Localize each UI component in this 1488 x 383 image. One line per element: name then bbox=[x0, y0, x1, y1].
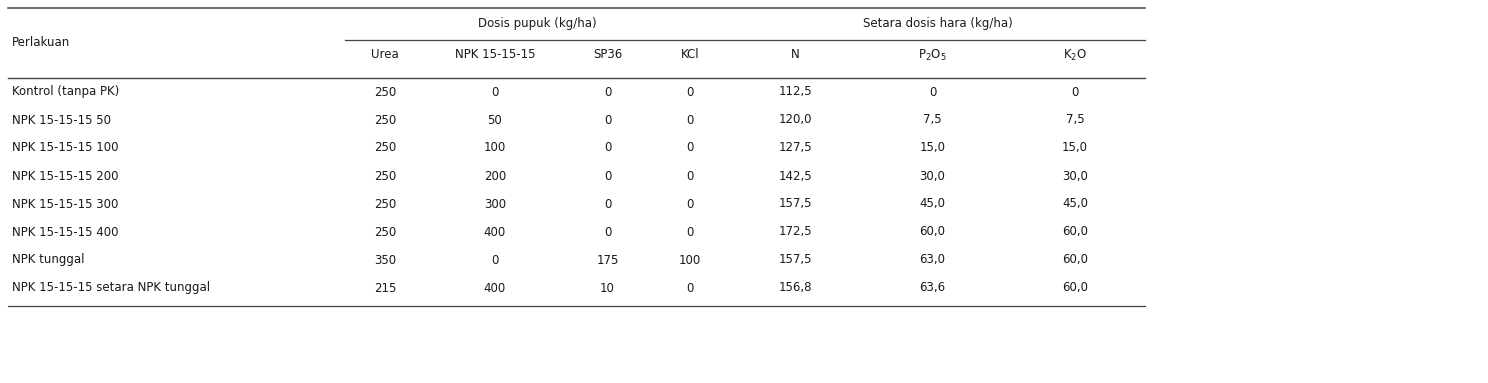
Text: 60,0: 60,0 bbox=[1062, 282, 1088, 295]
Text: Setara dosis hara (kg/ha): Setara dosis hara (kg/ha) bbox=[863, 18, 1012, 31]
Text: NPK 15-15-15 400: NPK 15-15-15 400 bbox=[12, 226, 119, 239]
Text: 10: 10 bbox=[600, 282, 615, 295]
Text: 250: 250 bbox=[373, 170, 396, 183]
Text: 63,0: 63,0 bbox=[920, 254, 945, 267]
Text: 0: 0 bbox=[686, 170, 693, 183]
Text: 0: 0 bbox=[604, 170, 612, 183]
Text: 0: 0 bbox=[686, 113, 693, 126]
Text: 350: 350 bbox=[373, 254, 396, 267]
Text: 15,0: 15,0 bbox=[1062, 141, 1088, 154]
Text: NPK 15-15-15 50: NPK 15-15-15 50 bbox=[12, 113, 112, 126]
Text: 0: 0 bbox=[686, 85, 693, 98]
Text: $\mathregular{P_2O_5}$: $\mathregular{P_2O_5}$ bbox=[918, 47, 946, 62]
Text: 0: 0 bbox=[1071, 85, 1079, 98]
Text: KCl: KCl bbox=[680, 49, 699, 62]
Text: 100: 100 bbox=[484, 141, 506, 154]
Text: 0: 0 bbox=[686, 198, 693, 211]
Text: 142,5: 142,5 bbox=[778, 170, 812, 183]
Text: 50: 50 bbox=[488, 113, 503, 126]
Text: 100: 100 bbox=[679, 254, 701, 267]
Text: 400: 400 bbox=[484, 282, 506, 295]
Text: Dosis pupuk (kg/ha): Dosis pupuk (kg/ha) bbox=[478, 18, 597, 31]
Text: 215: 215 bbox=[373, 282, 396, 295]
Text: 250: 250 bbox=[373, 141, 396, 154]
Text: 7,5: 7,5 bbox=[923, 113, 942, 126]
Text: Kontrol (tanpa PK): Kontrol (tanpa PK) bbox=[12, 85, 119, 98]
Text: 156,8: 156,8 bbox=[778, 282, 812, 295]
Text: 120,0: 120,0 bbox=[778, 113, 812, 126]
Text: NPK tunggal: NPK tunggal bbox=[12, 254, 85, 267]
Text: 400: 400 bbox=[484, 226, 506, 239]
Text: NPK 15-15-15 100: NPK 15-15-15 100 bbox=[12, 141, 119, 154]
Text: 0: 0 bbox=[686, 282, 693, 295]
Text: 0: 0 bbox=[604, 141, 612, 154]
Text: 0: 0 bbox=[686, 141, 693, 154]
Text: 157,5: 157,5 bbox=[778, 254, 812, 267]
Text: $\mathregular{K_2O}$: $\mathregular{K_2O}$ bbox=[1062, 47, 1088, 62]
Text: 250: 250 bbox=[373, 85, 396, 98]
Text: 0: 0 bbox=[491, 254, 498, 267]
Text: 157,5: 157,5 bbox=[778, 198, 812, 211]
Text: Perlakuan: Perlakuan bbox=[12, 36, 70, 49]
Text: 0: 0 bbox=[604, 226, 612, 239]
Text: 60,0: 60,0 bbox=[920, 226, 945, 239]
Text: 45,0: 45,0 bbox=[920, 198, 945, 211]
Text: 63,6: 63,6 bbox=[920, 282, 945, 295]
Text: 250: 250 bbox=[373, 226, 396, 239]
Text: 0: 0 bbox=[604, 198, 612, 211]
Text: 7,5: 7,5 bbox=[1065, 113, 1085, 126]
Text: 175: 175 bbox=[597, 254, 619, 267]
Text: 112,5: 112,5 bbox=[778, 85, 812, 98]
Text: NPK 15-15-15 200: NPK 15-15-15 200 bbox=[12, 170, 119, 183]
Text: 30,0: 30,0 bbox=[920, 170, 945, 183]
Text: 0: 0 bbox=[604, 85, 612, 98]
Text: 172,5: 172,5 bbox=[778, 226, 812, 239]
Text: 300: 300 bbox=[484, 198, 506, 211]
Text: 15,0: 15,0 bbox=[920, 141, 945, 154]
Text: 127,5: 127,5 bbox=[778, 141, 812, 154]
Text: 0: 0 bbox=[491, 85, 498, 98]
Text: 30,0: 30,0 bbox=[1062, 170, 1088, 183]
Text: 250: 250 bbox=[373, 198, 396, 211]
Text: 0: 0 bbox=[686, 226, 693, 239]
Text: 60,0: 60,0 bbox=[1062, 226, 1088, 239]
Text: SP36: SP36 bbox=[592, 49, 622, 62]
Text: NPK 15-15-15 setara NPK tunggal: NPK 15-15-15 setara NPK tunggal bbox=[12, 282, 210, 295]
Text: NPK 15-15-15 300: NPK 15-15-15 300 bbox=[12, 198, 119, 211]
Text: 200: 200 bbox=[484, 170, 506, 183]
Text: 0: 0 bbox=[604, 113, 612, 126]
Text: 0: 0 bbox=[929, 85, 936, 98]
Text: NPK 15-15-15: NPK 15-15-15 bbox=[455, 49, 536, 62]
Text: 250: 250 bbox=[373, 113, 396, 126]
Text: 60,0: 60,0 bbox=[1062, 254, 1088, 267]
Text: N: N bbox=[790, 49, 799, 62]
Text: Urea: Urea bbox=[371, 49, 399, 62]
Text: 45,0: 45,0 bbox=[1062, 198, 1088, 211]
